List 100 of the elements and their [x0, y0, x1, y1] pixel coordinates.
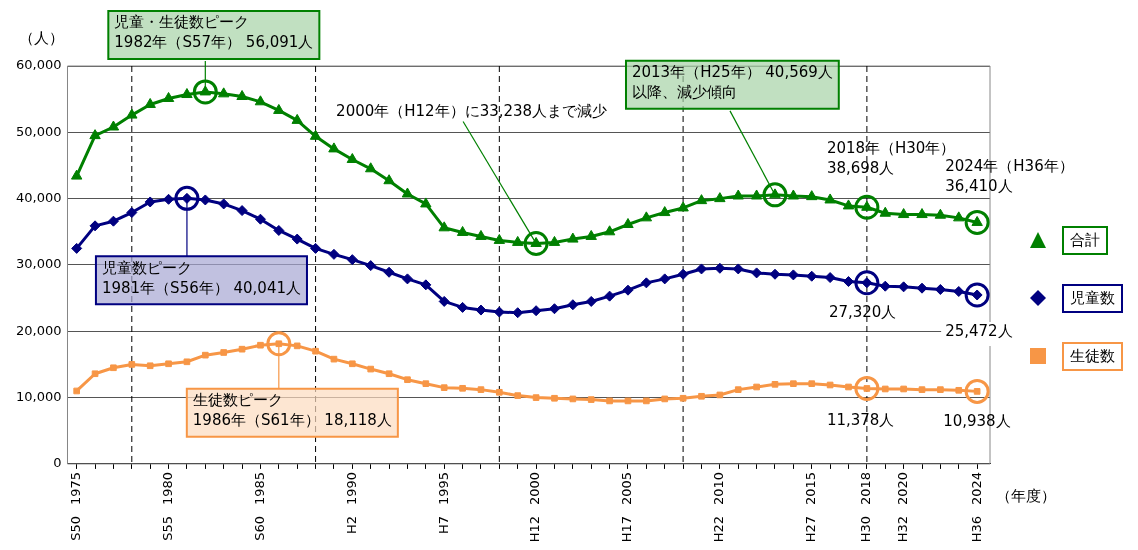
point: [422, 380, 430, 387]
annotation: 25,472人: [945, 322, 1013, 341]
point: [217, 87, 230, 98]
point: [771, 381, 779, 388]
point: [881, 385, 889, 393]
point: [71, 242, 83, 254]
point: [918, 386, 926, 393]
point: [790, 380, 797, 387]
point: [220, 349, 228, 356]
legend-label: 合計: [1062, 225, 1108, 255]
point: [787, 189, 800, 200]
y-tick-label: 60,000: [15, 57, 62, 73]
legend-label: 児童数: [1062, 283, 1123, 313]
x-axis-title: （年度）: [996, 487, 1056, 506]
point: [900, 385, 907, 393]
x-tick-label: 2010: [711, 471, 727, 506]
text: H30: [858, 516, 874, 543]
point: [937, 386, 944, 393]
point: [456, 225, 469, 236]
point: [567, 232, 579, 243]
point: [328, 142, 340, 153]
point: [640, 211, 653, 222]
point: [955, 386, 963, 394]
point: [438, 221, 450, 232]
x-tick-label: 2015: [803, 471, 819, 506]
point: [806, 190, 818, 201]
point: [897, 208, 910, 219]
annotation: 2024年（H36年） 36,410人: [945, 156, 1074, 195]
point: [162, 92, 175, 102]
point: [89, 129, 101, 140]
y-tick-label: 50,000: [15, 123, 62, 139]
y-tick-label: 40,000: [15, 190, 62, 206]
point: [107, 120, 120, 131]
point: [587, 396, 595, 403]
point: [254, 95, 267, 106]
point: [732, 189, 744, 200]
point: [530, 305, 542, 317]
point: [367, 365, 375, 373]
x-tick-label: 2018: [858, 471, 874, 506]
y-axis-title: （人）: [19, 29, 65, 48]
point: [643, 397, 650, 405]
annotation: 11,378人: [826, 410, 895, 429]
annotation: 児童数ピーク 1981年（S56年） 40,041人: [101, 258, 301, 297]
text: S60: [251, 516, 267, 541]
point: [677, 201, 689, 212]
point: [624, 397, 632, 405]
point: [806, 270, 818, 282]
point: [753, 383, 760, 391]
point: [604, 290, 616, 302]
point: [165, 360, 172, 368]
point: [622, 218, 634, 228]
point: [477, 386, 485, 393]
point: [716, 391, 724, 399]
y-tick-label: 30,000: [15, 256, 62, 272]
point: [714, 192, 726, 203]
point: [181, 88, 193, 99]
point: [73, 387, 80, 395]
point: [236, 205, 248, 217]
point: [438, 295, 450, 307]
point: [679, 394, 687, 402]
point: [126, 207, 138, 219]
point: [606, 397, 613, 405]
point: [383, 266, 395, 278]
x-tick-label: 2020: [895, 471, 910, 506]
point: [126, 108, 138, 119]
point: [734, 386, 742, 393]
point: [695, 194, 708, 205]
point: [843, 276, 854, 288]
point: [128, 361, 136, 368]
point: [70, 169, 83, 180]
point: [257, 341, 264, 349]
point: [879, 206, 891, 217]
point: [475, 229, 487, 240]
point: [146, 362, 154, 370]
point: [420, 279, 432, 291]
point: [695, 263, 707, 275]
legend-label: 生徒数: [1062, 341, 1123, 371]
point: [312, 347, 319, 355]
x-tick-label: 1990: [343, 471, 359, 506]
point: [459, 384, 466, 392]
text: H36: [968, 516, 984, 543]
point: [842, 199, 855, 210]
point: [677, 268, 689, 280]
point: [659, 273, 671, 285]
point: [273, 224, 285, 236]
x-tick-label: 2005: [619, 471, 635, 506]
point: [934, 208, 947, 219]
point: [110, 364, 117, 372]
point: [457, 301, 469, 313]
point: [107, 215, 119, 227]
point: [144, 196, 156, 208]
point: [349, 360, 356, 368]
point: [385, 370, 393, 378]
point: [236, 90, 248, 101]
point: [291, 233, 303, 245]
point: [551, 394, 558, 402]
y-tick-label: 0: [53, 455, 62, 471]
text: H32: [895, 516, 910, 543]
point: [420, 197, 432, 208]
annotation: 生徒数ピーク 1986年（S61年） 18,118人: [192, 391, 392, 430]
